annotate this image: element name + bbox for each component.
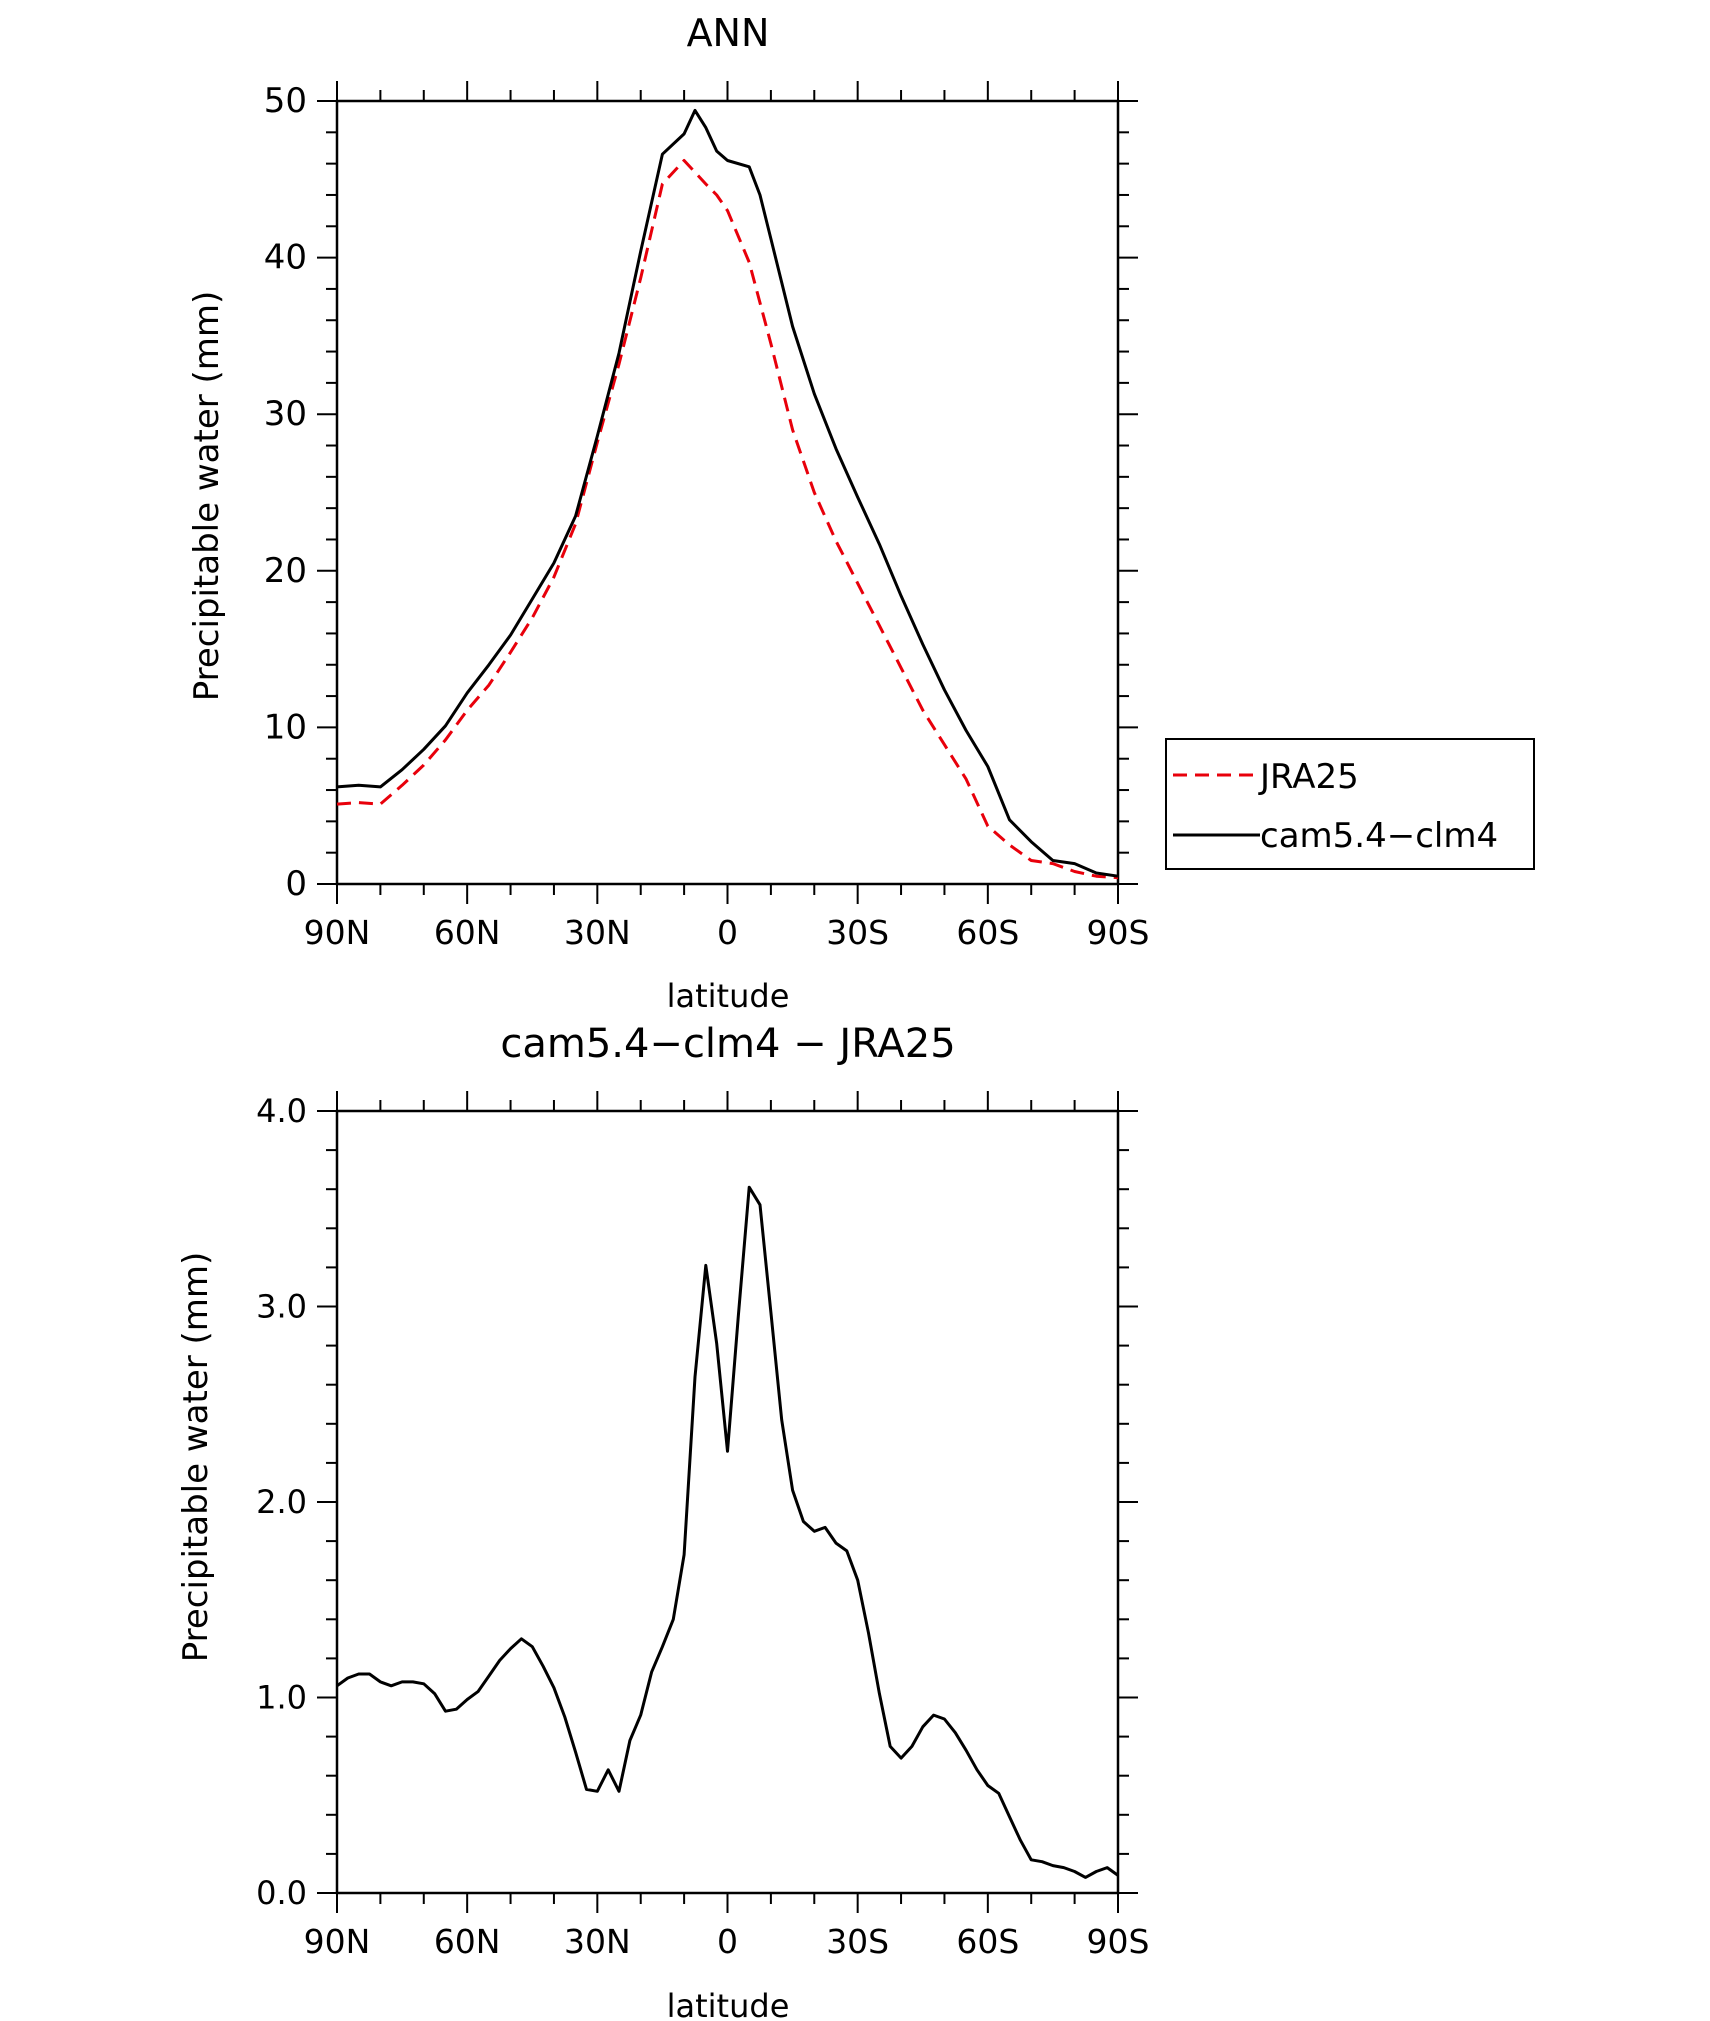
chart1-y-tick-label: 3.0 bbox=[256, 1288, 307, 1326]
chart0-x-tick-label: 0 bbox=[717, 913, 738, 952]
chart1-x-tick-label: 30S bbox=[826, 1922, 889, 1961]
chart0-x-tick-label: 30N bbox=[564, 913, 631, 952]
top-x-axis-label: latitude bbox=[667, 977, 790, 1015]
chart0-y-tick-label: 10 bbox=[264, 707, 307, 747]
chart0-y-tick-label: 30 bbox=[264, 394, 307, 434]
chart0-x-tick-label: 30S bbox=[826, 913, 889, 952]
legend-label-cam: cam5.4−clm4 bbox=[1260, 816, 1498, 856]
chart1-series-line-0 bbox=[336, 1185, 1119, 1879]
chart1-y-tick-label: 2.0 bbox=[256, 1483, 307, 1521]
top-y-axis-label: Precipitable water (mm) bbox=[187, 291, 227, 702]
chart1-x-tick-label: 30N bbox=[564, 1922, 631, 1961]
chart0-y-tick-label: 20 bbox=[264, 551, 307, 591]
bottom-panel: cam5.4−clm4 − JRA25 Precipitable water (… bbox=[176, 1021, 1149, 2021]
legend-label-jra25: JRA25 bbox=[1258, 757, 1359, 797]
chart0-y-tick-label: 50 bbox=[264, 81, 307, 121]
chart1-x-tick-label: 60S bbox=[956, 1922, 1019, 1961]
chart1-y-tick-label: 1.0 bbox=[256, 1679, 307, 1717]
top-plot-area: 0 10 20 30 40 50 90N 60N 30N 0 30S 60S 90S bbox=[264, 81, 1150, 952]
chart0-x-tick-label: 90S bbox=[1087, 913, 1150, 952]
chart0-x-tick-label: 60S bbox=[956, 913, 1019, 952]
top-chart-title: ANN bbox=[687, 11, 770, 55]
chart1-y-tick-label: 0.0 bbox=[256, 1874, 307, 1912]
bottom-chart-title: cam5.4−clm4 − JRA25 bbox=[500, 1021, 955, 1067]
chart0-x-tick-label: 90N bbox=[304, 913, 371, 952]
chart1-x-tick-label: 90S bbox=[1087, 1922, 1150, 1961]
bottom-x-axis-label: latitude bbox=[667, 1987, 790, 2021]
bottom-y-axis-label: Precipitable water (mm) bbox=[176, 1252, 216, 1663]
chart1-x-tick-label: 0 bbox=[717, 1922, 738, 1961]
bottom-plot-area: 0.0 1.0 2.0 3.0 4.0 90N 60N 30N 0 30S 60S 90S bbox=[256, 1091, 1149, 1961]
chart0-x-tick-label: 60N bbox=[434, 913, 501, 952]
chart0-y-tick-label: 40 bbox=[264, 238, 307, 278]
chart0-series-line-1 bbox=[336, 108, 1119, 878]
legend-frame bbox=[1165, 738, 1535, 870]
chart0-series-line-0 bbox=[336, 159, 1119, 880]
legend: JRA25 cam5.4−clm4 bbox=[1165, 738, 1535, 870]
chart1-y-tick-label: 4.0 bbox=[256, 1092, 307, 1130]
chart1-x-tick-label: 60N bbox=[434, 1922, 501, 1961]
top-panel: ANN Precipitable water (mm) latitude 0 10… bbox=[187, 11, 1535, 1015]
chart1-x-tick-label: 90N bbox=[304, 1922, 371, 1961]
chart0-y-tick-label: 0 bbox=[285, 864, 307, 904]
